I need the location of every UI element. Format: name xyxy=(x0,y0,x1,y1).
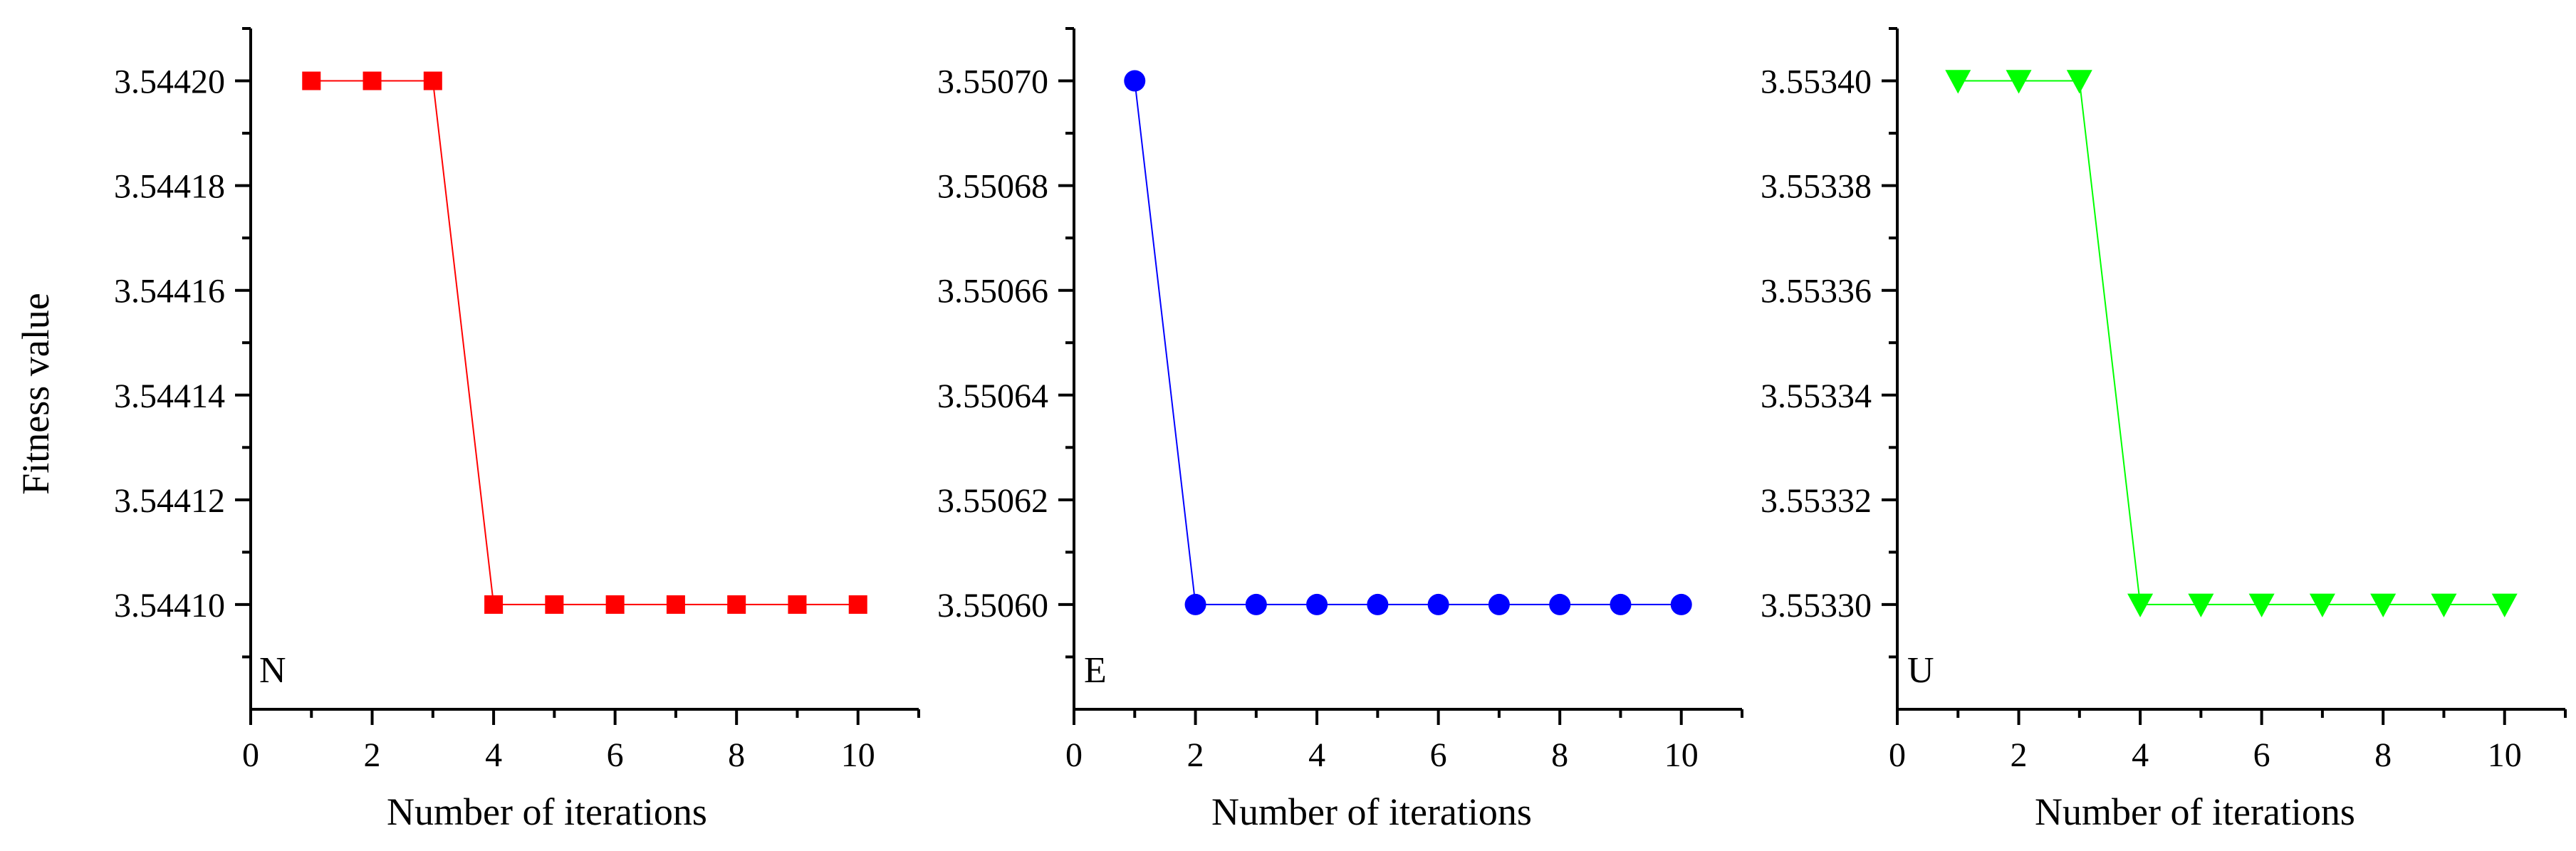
y-tick-label-e: 3.55068 xyxy=(937,168,1048,206)
series-line-u xyxy=(1958,80,2505,605)
data-point-u xyxy=(2127,593,2154,617)
x-tick-label-u: 8 xyxy=(2374,736,2392,774)
x-tick-label-u: 6 xyxy=(2253,736,2270,774)
data-point-e xyxy=(1427,593,1449,615)
y-tick-label-e: 3.55062 xyxy=(937,482,1048,520)
y-tick-label-n: 3.54416 xyxy=(114,273,225,310)
data-point-n xyxy=(302,71,321,90)
data-point-u xyxy=(2188,593,2214,617)
y-tick-label-e: 3.55064 xyxy=(937,377,1048,415)
panel-tag-u: U xyxy=(1907,650,1934,691)
data-point-u xyxy=(2309,593,2335,617)
data-point-u xyxy=(2431,593,2457,617)
data-point-n xyxy=(484,595,504,614)
panel-u: U Number of iterations 0 2 4 6 8 10 3.55330 3.5… xyxy=(1761,27,2567,833)
x-tick-label-e: 6 xyxy=(1430,736,1447,774)
x-tick-label-n: 8 xyxy=(728,736,745,774)
data-point-n xyxy=(848,595,867,614)
x-tick-label-e: 4 xyxy=(1308,736,1325,774)
series-line-n xyxy=(311,80,858,605)
y-tick-label-e: 3.55070 xyxy=(937,63,1048,101)
x-tick-label-n: 6 xyxy=(607,736,624,774)
x-axis-title-n: Number of iterations xyxy=(387,790,707,833)
data-point-n xyxy=(666,595,685,614)
data-point-e xyxy=(1367,593,1389,615)
y-tick-label-u: 3.55332 xyxy=(1761,482,1872,520)
data-point-n xyxy=(727,595,746,614)
y-tick-label-u: 3.55334 xyxy=(1761,377,1872,415)
data-point-e xyxy=(1488,593,1510,615)
series-line-e xyxy=(1134,80,1681,605)
data-point-e xyxy=(1184,593,1206,615)
data-point-e xyxy=(1124,70,1146,92)
data-point-e xyxy=(1670,593,1692,615)
x-tick-label-u: 10 xyxy=(2488,736,2522,774)
x-axis-title-e: Number of iterations xyxy=(1211,790,1532,833)
data-point-n xyxy=(363,71,382,90)
data-point-u xyxy=(2370,593,2397,617)
y-tick-label-n: 3.54420 xyxy=(114,63,225,101)
data-point-u xyxy=(2006,70,2032,94)
x-tick-label-u: 4 xyxy=(2132,736,2149,774)
x-tick-label-e: 10 xyxy=(1664,736,1699,774)
x-tick-label-n: 0 xyxy=(242,736,259,774)
y-tick-label-u: 3.55330 xyxy=(1761,587,1872,625)
data-point-n xyxy=(605,595,625,614)
data-point-n xyxy=(788,595,807,614)
x-tick-label-n: 4 xyxy=(485,736,502,774)
panel-tag-e: E xyxy=(1084,650,1107,691)
panel-e: E Number of iterations 0 2 4 6 8 10 3.55060 3.5… xyxy=(937,27,1743,833)
data-point-u xyxy=(2248,593,2275,617)
x-tick-label-u: 2 xyxy=(2011,736,2028,774)
data-point-n xyxy=(545,595,564,614)
data-point-e xyxy=(1549,593,1571,615)
y-tick-label-e: 3.55060 xyxy=(937,587,1048,625)
x-tick-label-e: 2 xyxy=(1187,736,1204,774)
x-tick-label-e: 0 xyxy=(1065,736,1083,774)
y-tick-label-u: 3.55338 xyxy=(1761,168,1872,206)
x-axis-title-u: Number of iterations xyxy=(2035,790,2355,833)
data-point-u xyxy=(1945,70,1971,94)
data-point-u xyxy=(2491,593,2518,617)
data-point-e xyxy=(1306,593,1328,615)
data-point-u xyxy=(2066,70,2092,94)
panel-n: N Number of iterations Fitness value 0 2 4… xyxy=(14,27,920,833)
x-tick-label-u: 0 xyxy=(1889,736,1906,774)
panel-tag-n: N xyxy=(259,650,286,691)
y-tick-label-u: 3.55336 xyxy=(1761,273,1872,310)
y-tick-label-n: 3.54414 xyxy=(114,377,225,415)
data-point-e xyxy=(1245,593,1267,615)
y-tick-label-e: 3.55066 xyxy=(937,273,1048,310)
x-tick-label-e: 8 xyxy=(1551,736,1568,774)
x-tick-label-n: 10 xyxy=(841,736,875,774)
y-tick-label-u: 3.55340 xyxy=(1761,63,1872,101)
data-point-n xyxy=(423,71,442,90)
y-tick-label-n: 3.54418 xyxy=(114,168,225,206)
y-axis-title: Fitness value xyxy=(14,293,57,494)
y-tick-label-n: 3.54410 xyxy=(114,587,225,625)
data-point-e xyxy=(1610,593,1632,615)
y-tick-label-n: 3.54412 xyxy=(114,482,225,520)
x-tick-label-n: 2 xyxy=(364,736,381,774)
